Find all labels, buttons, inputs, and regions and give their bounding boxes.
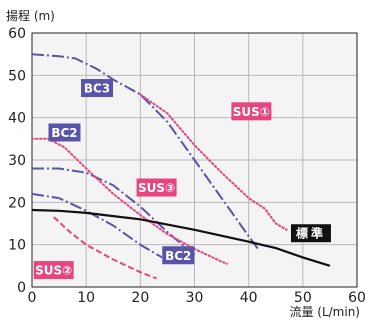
- x-tick-label: 30: [186, 290, 204, 306]
- x-tick-label: 40: [240, 290, 258, 306]
- y-tick-label: 50: [8, 68, 26, 84]
- y-tick-label: 0: [17, 280, 26, 296]
- series-label-0: BC3: [81, 79, 113, 98]
- label-background: [48, 123, 81, 142]
- y-tick-label: 60: [8, 26, 26, 42]
- y-tick-label: 20: [8, 195, 26, 211]
- x-tick-label: 50: [294, 290, 312, 306]
- series-line-2: [32, 167, 196, 257]
- label-text: SUS①: [233, 105, 270, 119]
- series-label-4: 標準: [290, 224, 331, 243]
- x-tick-label: 60: [348, 290, 366, 306]
- label-background: [81, 79, 113, 98]
- series-lines: [31, 53, 331, 280]
- series-line-6: [31, 208, 331, 267]
- series-label-5: BC2: [162, 246, 195, 265]
- y-axis-title: 揚程 (m): [6, 8, 55, 23]
- x-tick-label: 0: [28, 290, 37, 306]
- y-tick-label: 30: [8, 153, 26, 169]
- label-text: BC2: [51, 126, 77, 140]
- series-line-5: [53, 216, 157, 280]
- x-tick-labels: 0 10 20 30 40 50 60: [28, 290, 366, 306]
- label-background: [33, 261, 74, 280]
- label-background: [290, 224, 331, 243]
- label-text: SUS②: [35, 264, 72, 278]
- series-label-1: SUS①: [231, 102, 272, 121]
- plot-frame: [31, 32, 358, 288]
- label-text: BC3: [84, 82, 110, 96]
- y-tick-label: 40: [8, 111, 26, 127]
- label-background: [162, 246, 195, 265]
- x-tick-label: 10: [77, 290, 95, 306]
- series-label-6: SUS②: [33, 261, 74, 280]
- label-background: [231, 102, 272, 121]
- label-background: [136, 178, 177, 197]
- y-tick-labels: 0 10 20 30 40 50 60: [8, 26, 26, 296]
- y-tick-label: 10: [8, 238, 26, 254]
- label-text: 標準: [296, 226, 326, 241]
- series-line-3: [31, 137, 228, 265]
- x-tick-label: 20: [131, 290, 149, 306]
- label-text: BC2: [165, 249, 191, 263]
- series-labels: BC3 SUS① BC2 SUS③ 標準 BC2 SUS②: [33, 79, 331, 280]
- series-label-3: SUS③: [136, 178, 177, 197]
- series-line-0: [31, 53, 261, 252]
- series-line-1: [139, 93, 288, 231]
- x-axis-title: 流量 (L/min): [289, 305, 360, 319]
- series-label-2: BC2: [48, 123, 81, 142]
- label-text: SUS③: [138, 181, 175, 195]
- series-line-4: [31, 192, 163, 259]
